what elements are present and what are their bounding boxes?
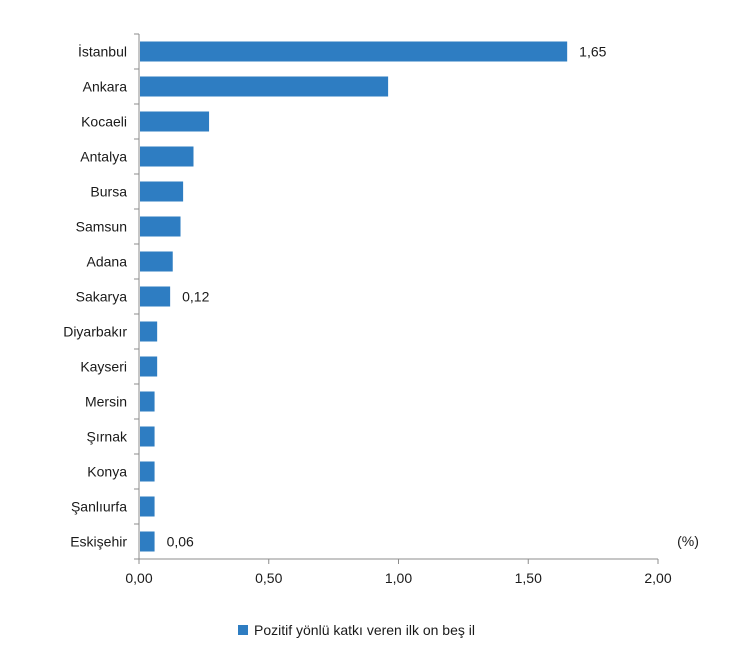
category-label: Bursa: [90, 184, 127, 200]
plot-area: 0,00 0,50 1,00 1,50 2,00 İstanbul Ankara Kocael…: [63, 33, 699, 586]
category-label: Ankara: [83, 79, 128, 95]
category-label: Kocaeli: [81, 114, 127, 130]
data-label: 0,06: [167, 534, 194, 550]
data-label: 0,12: [182, 289, 209, 305]
bar: [140, 426, 155, 447]
category-label: Konya: [87, 464, 127, 480]
bar: [140, 146, 194, 167]
x-tick-label: 0,00: [125, 570, 152, 586]
legend: Pozitif yönlü katkı veren ilk on beş il: [238, 622, 475, 638]
bar: [140, 356, 158, 377]
legend-label: Pozitif yönlü katkı veren ilk on beş il: [254, 622, 475, 638]
bar: [140, 286, 171, 307]
bar: [140, 41, 568, 62]
bar: [140, 216, 181, 237]
category-label: Mersin: [85, 394, 127, 410]
legend-swatch: [238, 625, 248, 635]
category-label: Eskişehir: [70, 534, 127, 550]
bar: [140, 531, 155, 552]
category-label: Antalya: [80, 149, 127, 165]
x-tick-label: 0,50: [255, 570, 282, 586]
x-tick-label: 1,00: [385, 570, 412, 586]
bar: [140, 76, 389, 97]
category-label: İstanbul: [78, 43, 127, 60]
data-label: 1,65: [579, 44, 606, 60]
bar: [140, 181, 184, 202]
bar: [140, 321, 158, 342]
x-tick-label: 2,00: [644, 570, 671, 586]
x-tick-label: 1,50: [515, 570, 542, 586]
bar: [140, 251, 173, 272]
bar: [140, 461, 155, 482]
category-label: Şanlıurfa: [71, 499, 127, 515]
bar: [140, 391, 155, 412]
bar: [140, 111, 210, 132]
category-label: Kayseri: [80, 359, 127, 375]
category-label: Samsun: [76, 219, 127, 235]
category-label: Adana: [87, 254, 128, 270]
category-label: Sakarya: [76, 289, 128, 305]
category-label: Diyarbakır: [63, 324, 127, 340]
bar: [140, 496, 155, 517]
unit-label: (%): [677, 533, 699, 549]
category-label: Şırnak: [87, 429, 128, 445]
